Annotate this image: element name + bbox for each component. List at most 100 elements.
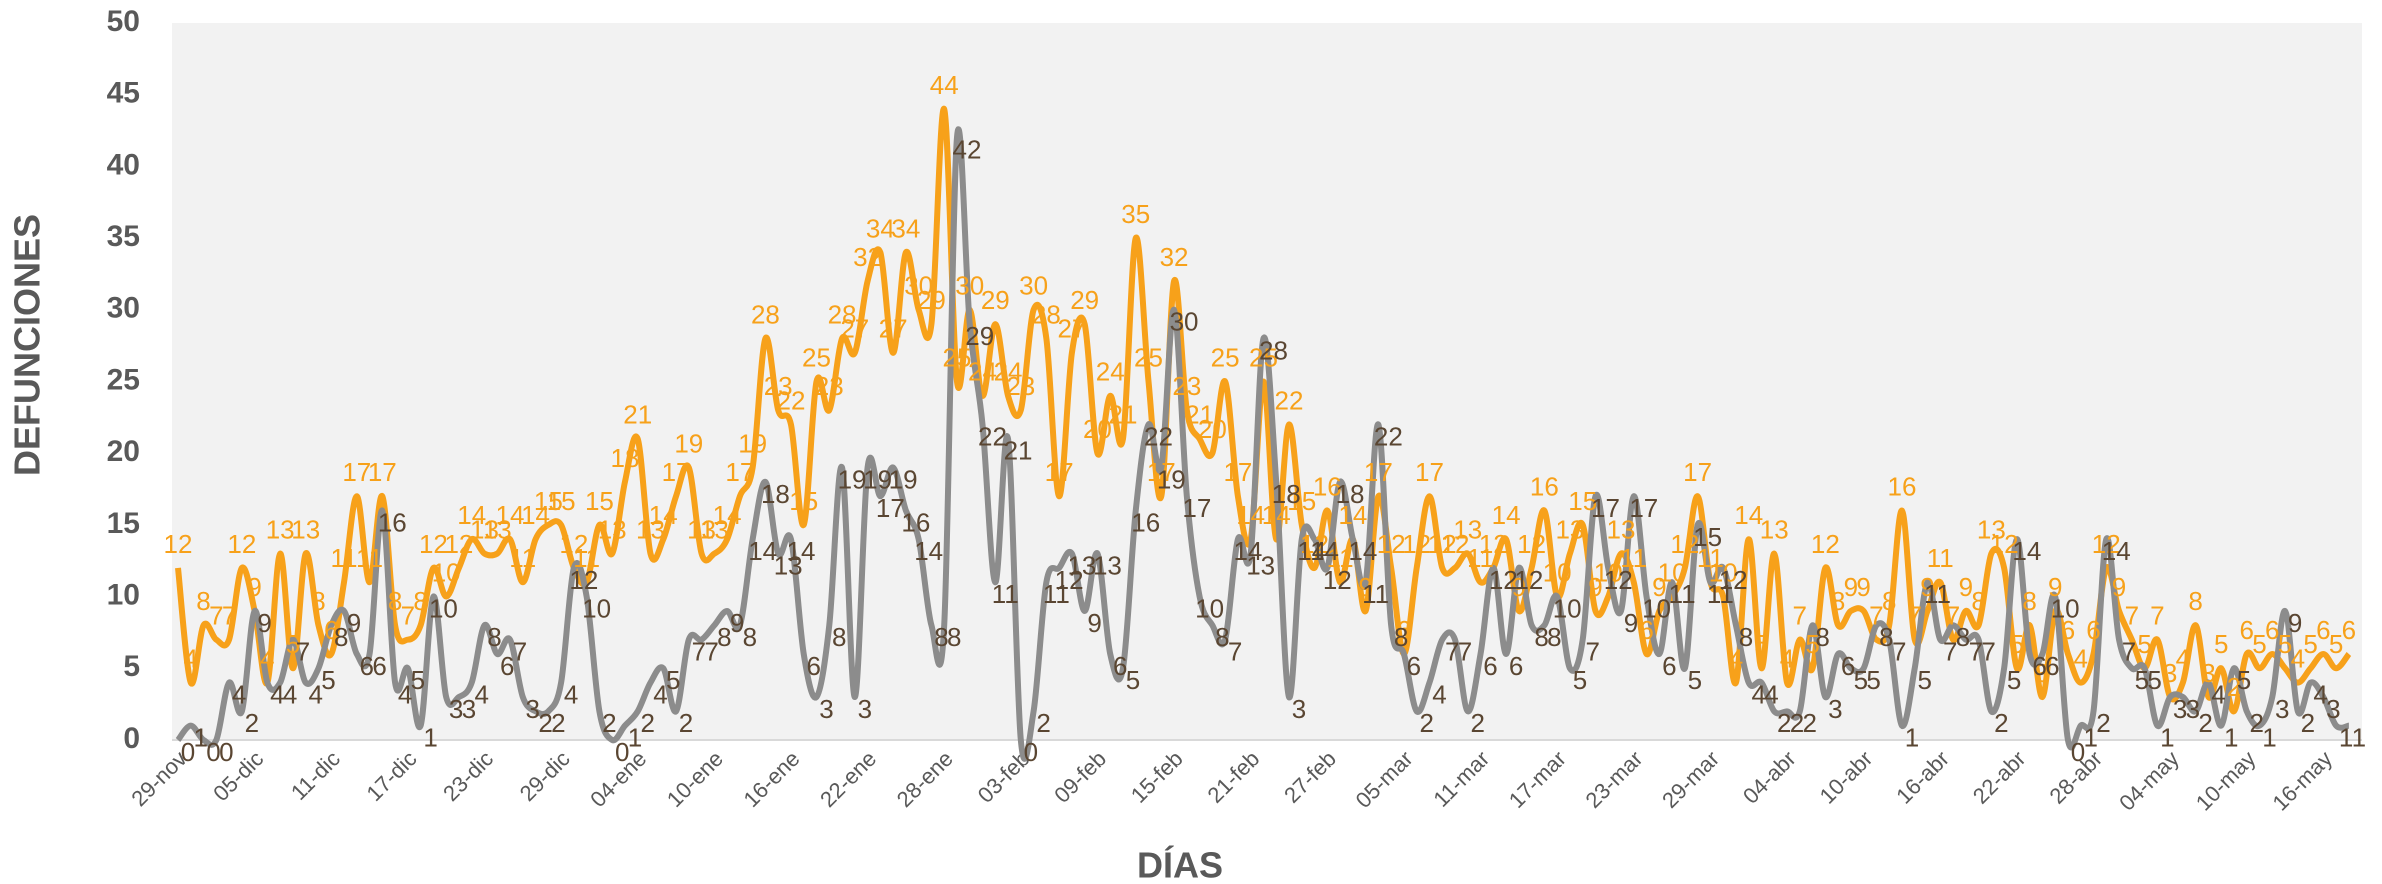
x-tick-label: 16-abr (1891, 746, 1954, 809)
data-label: 17 (368, 457, 397, 487)
data-label: 2 (2096, 708, 2110, 738)
data-label: 16 (1530, 471, 1559, 501)
data-label: 8 (2022, 586, 2036, 616)
data-label: 4 (308, 680, 322, 710)
data-label: 7 (209, 600, 223, 630)
data-label: 28 (1259, 335, 1288, 365)
data-label: 12 (1323, 565, 1352, 595)
data-label: 17 (725, 457, 754, 487)
data-label: 8 (388, 586, 402, 616)
data-label: 18 (1272, 479, 1301, 509)
data-label: 11 (1362, 579, 1389, 609)
data-label: 5 (321, 665, 335, 695)
data-label: 9 (730, 608, 744, 638)
data-label: 15 (547, 486, 576, 516)
data-label: 30 (1170, 307, 1199, 337)
data-label: 5 (1805, 629, 1819, 659)
data-label: 12 (1670, 529, 1699, 559)
data-label: 4 (1751, 680, 1765, 710)
data-label: 14 (1233, 536, 1262, 566)
data-label: 12 (1517, 529, 1546, 559)
data-label: 25 (943, 342, 972, 372)
data-label: 7 (513, 636, 527, 666)
data-label: 4 (398, 680, 412, 710)
data-label: 42 (953, 135, 982, 165)
data-label: 2 (2301, 708, 2315, 738)
data-label: 24 (968, 357, 997, 387)
data-label: 7 (1969, 636, 1983, 666)
data-label: 4 (2073, 644, 2087, 674)
data-label: 4 (2211, 680, 2225, 710)
data-label: 8 (1956, 622, 1970, 652)
data-label: 7 (704, 636, 718, 666)
data-label: 17 (1629, 493, 1658, 523)
data-label: 12 (1514, 565, 1543, 595)
data-label: 30 (1019, 271, 1048, 301)
data-label: 16 (1313, 471, 1342, 501)
data-label: 5 (1854, 665, 1868, 695)
data-label: 6 (360, 651, 374, 681)
data-label: 15 (789, 486, 818, 516)
data-label: 1 (2224, 723, 2238, 753)
x-tick-label: 22-ene (815, 746, 881, 812)
data-label: 5 (286, 629, 300, 659)
x-tick-label: 09-feb (1049, 746, 1111, 808)
data-label: 2 (1994, 708, 2008, 738)
data-label: 3 (2186, 694, 2200, 724)
data-label: 1 (1905, 723, 1919, 753)
data-label: 14 (1297, 536, 1326, 566)
x-tick-label: 23-mar (1580, 746, 1647, 813)
data-label: 9 (1920, 572, 1934, 602)
data-label: 11 (1697, 543, 1724, 573)
data-label: 6 (2032, 651, 2046, 681)
data-label: 10 (432, 557, 461, 587)
data-label: 4 (1432, 680, 1446, 710)
data-label: 8 (1815, 622, 1829, 652)
data-label: 16 (378, 507, 407, 537)
data-label: 0 (615, 737, 629, 767)
data-label: 4 (270, 680, 284, 710)
data-label: 3 (462, 694, 476, 724)
data-label: 5 (1126, 665, 1140, 695)
data-label: 11 (356, 543, 383, 573)
data-label: 3 (449, 694, 463, 724)
data-label: 8 (1971, 586, 1985, 616)
data-label: 6 (1407, 651, 1421, 681)
y-tick-label: 30 (107, 292, 140, 325)
data-label: 12 (444, 529, 473, 559)
data-label: 5 (2010, 629, 2024, 659)
data-label: 12 (1479, 529, 1508, 559)
data-label: 22 (1144, 421, 1173, 451)
y-axis-title: DEFUNCIONES (7, 214, 48, 476)
data-label: 6 (1841, 651, 1855, 681)
data-label: 30 (955, 271, 984, 301)
x-tick-label: 29-dic (515, 746, 575, 806)
data-label: 12 (1428, 529, 1457, 559)
data-label: 17 (1147, 457, 1176, 487)
data-label: 23 (764, 371, 793, 401)
data-label: 10 (1658, 557, 1687, 587)
data-label: 12 (1489, 565, 1518, 595)
data-label: 14 (914, 536, 943, 566)
data-label: 8 (2188, 586, 2202, 616)
data-label: 13 (1067, 550, 1096, 580)
data-label: 5 (1573, 665, 1587, 695)
data-label: 11 (1620, 543, 1647, 573)
data-label: 17 (1415, 457, 1444, 487)
data-label: 14 (649, 500, 678, 530)
data-label: 22 (1275, 385, 1304, 415)
data-label: 1 (2160, 723, 2174, 753)
data-label: 28 (751, 299, 780, 329)
data-label: 2 (245, 708, 259, 738)
data-label: 15 (1568, 486, 1597, 516)
x-tick-label: 15-feb (1126, 746, 1188, 808)
data-label: 6 (2045, 651, 2059, 681)
data-label: 5 (411, 665, 425, 695)
data-label: 7 (1458, 636, 1472, 666)
data-label: 14 (1492, 500, 1521, 530)
data-label: 14 (1348, 536, 1377, 566)
data-label: 0 (1024, 737, 1038, 767)
data-label: 8 (1215, 622, 1229, 652)
x-tick-label: 05-mar (1351, 746, 1418, 813)
data-label: 19 (674, 428, 703, 458)
